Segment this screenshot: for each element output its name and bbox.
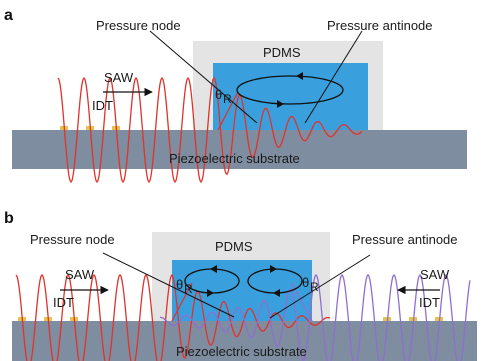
saw-label-b-left: SAW: [65, 267, 95, 282]
vortex-arrow-a1: [296, 72, 303, 80]
svg-text:θ: θ: [176, 277, 183, 292]
saw-label-a: SAW: [104, 70, 134, 85]
vortex-arrow-b4: [273, 289, 280, 297]
saw-wave-b-right: [159, 273, 471, 361]
pointer-antinode-b: [269, 254, 371, 319]
leaky-wave-line-b-left: [171, 282, 193, 322]
pointer-node-a: [149, 30, 258, 124]
vortex-arrow-b3: [270, 265, 277, 273]
pdms-label-b: PDMS: [215, 239, 253, 254]
panel-b: b Pr: [4, 210, 477, 361]
panel-a-letter: a: [4, 7, 13, 24]
svg-text:R: R: [184, 282, 193, 296]
theta-label-a: θ R: [215, 87, 232, 106]
vortex-arrow-a2: [277, 100, 284, 108]
svg-text:R: R: [310, 280, 319, 294]
substrate-label-b: Piezoelectric substrate: [176, 344, 307, 359]
saw-wave-a: [57, 76, 363, 184]
panel-a: a Pressure node Pressure antinode PDMS S…: [4, 7, 467, 184]
theta-label-b-right: θ R: [302, 275, 319, 294]
svg-text:θ: θ: [215, 87, 222, 102]
idt-label-a: IDT: [92, 98, 113, 113]
substrate-label-a: Piezoelectric substrate: [169, 151, 300, 166]
idt-label-b-left: IDT: [53, 295, 74, 310]
vortex-arrow-b2: [207, 289, 214, 297]
pressure-antinode-label-b: Pressure antinode: [352, 232, 458, 247]
substrate-b: [12, 321, 477, 361]
theta-label-b-left: θ R: [176, 277, 193, 296]
saw-label-b-right: SAW: [420, 267, 450, 282]
vortex-arrow-b1: [210, 265, 217, 273]
pdms-label-a: PDMS: [263, 45, 301, 60]
pressure-node-label-b: Pressure node: [30, 232, 115, 247]
svg-text:θ: θ: [302, 275, 309, 290]
pointer-node-b: [102, 252, 235, 318]
idt-label-b-right: IDT: [419, 295, 440, 310]
panel-b-letter: b: [4, 210, 14, 227]
substrate-a: [12, 130, 467, 169]
streaming-vortex-a: [236, 75, 344, 105]
leaky-wave-line-a: [217, 91, 239, 131]
svg-text:R: R: [223, 92, 232, 106]
pressure-node-label-a: Pressure node: [96, 18, 181, 33]
pressure-antinode-label-a: Pressure antinode: [327, 18, 433, 33]
pointer-antinode-a: [304, 30, 363, 124]
